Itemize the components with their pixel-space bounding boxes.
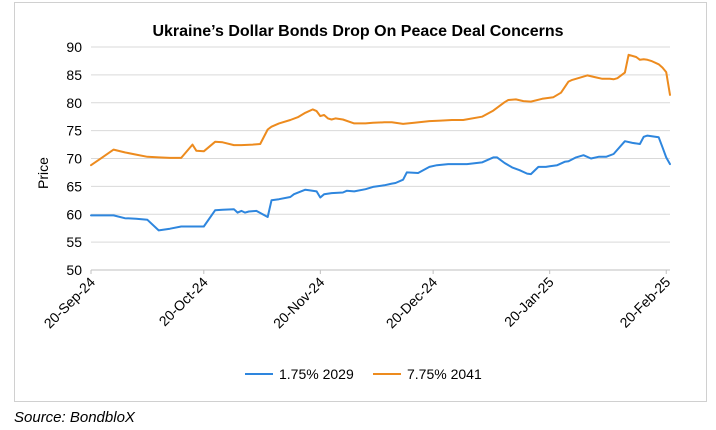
x-tick-label: 20-Feb-25 [616, 274, 673, 331]
y-tick-label: 80 [66, 95, 82, 111]
x-tick-label: 20-Oct-24 [156, 274, 211, 329]
x-tick-label: 20-Jan-25 [501, 274, 557, 330]
y-tick-label: 75 [66, 123, 82, 139]
y-axis-label: Price [35, 157, 51, 189]
x-tick-label: 20-Nov-24 [270, 274, 328, 332]
y-tick-label: 90 [66, 39, 82, 55]
series-line-1 [90, 134, 671, 232]
x-axis: 20-Sep-24 20-Oct-24 20-Nov-24 20-Dec-24 20-J… [41, 269, 674, 332]
y-tick-label: 65 [66, 178, 82, 194]
x-tick-label: 20-Sep-24 [41, 274, 99, 332]
chart-title: Ukraine’s Dollar Bonds Drop On Peace Dea… [152, 23, 563, 40]
legend: 1.75% 2029 7.75% 2041 [245, 366, 482, 382]
y-axis: 50 55 60 65 70 75 80 85 90 [66, 39, 82, 278]
legend-label-1: 1.75% 2029 [279, 366, 354, 382]
series-lines [90, 53, 671, 232]
y-tick-label: 55 [66, 234, 82, 250]
y-tick-label: 85 [66, 67, 82, 83]
y-tick-label: 50 [66, 262, 82, 278]
y-tick-label: 60 [66, 206, 82, 222]
chart-frame: Ukraine’s Dollar Bonds Drop On Peace Dea… [14, 2, 707, 402]
y-tick-label: 70 [66, 151, 82, 167]
gridlines [91, 46, 670, 271]
legend-label-2: 7.75% 2041 [407, 366, 482, 382]
x-tick-label: 20-Dec-24 [383, 274, 441, 332]
series-line-2 [90, 53, 671, 167]
source-note: Source: BondbloX [14, 409, 135, 426]
chart: Ukraine’s Dollar Bonds Drop On Peace Dea… [35, 23, 674, 382]
